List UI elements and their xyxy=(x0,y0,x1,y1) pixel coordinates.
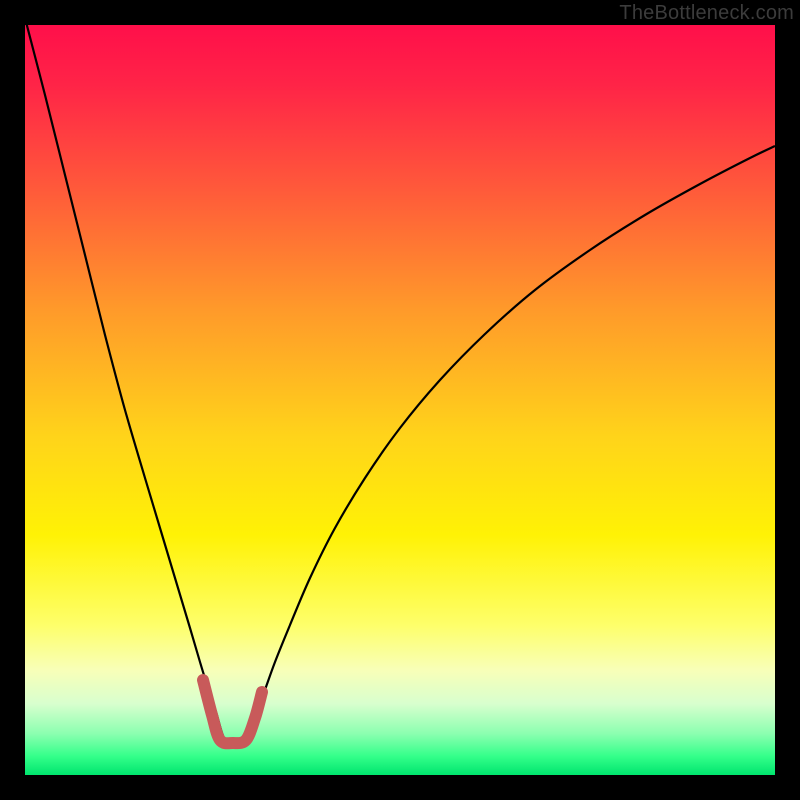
bottleneck-curve-chart xyxy=(0,0,800,800)
plot-background xyxy=(25,25,775,775)
chart-container: TheBottleneck.com xyxy=(0,0,800,800)
attribution-text: TheBottleneck.com xyxy=(619,2,794,25)
